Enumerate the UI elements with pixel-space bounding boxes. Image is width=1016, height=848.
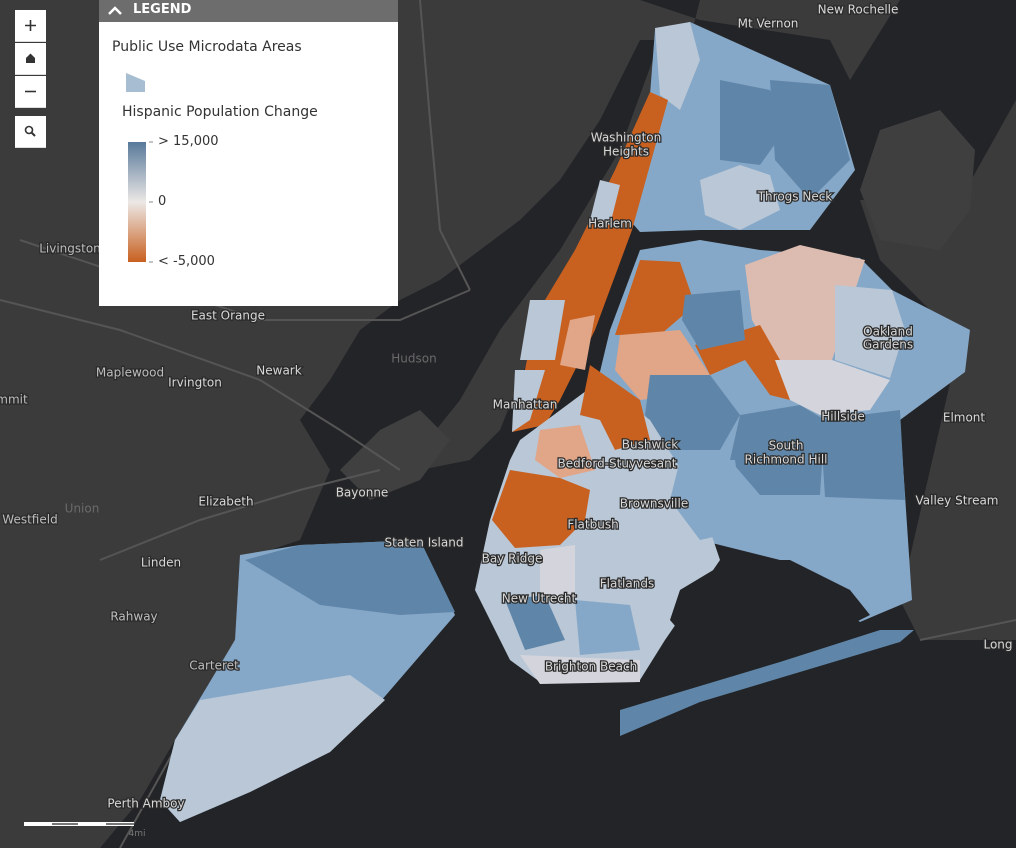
region	[670, 460, 745, 540]
region	[540, 545, 575, 600]
legend: LEGEND Public Use Microdata Areas Hispan…	[99, 0, 398, 306]
map-label: Harlem	[588, 217, 632, 231]
map-label: Oakland	[863, 325, 913, 339]
map-label: Rahway	[110, 610, 157, 624]
region	[655, 22, 700, 110]
map-label: Mt Vernon	[738, 17, 799, 31]
map-label: Bedford-Stuyvesant	[558, 457, 677, 471]
region	[245, 540, 455, 615]
map-label: Perth Amboy	[107, 797, 184, 811]
region	[682, 290, 745, 350]
legend-field: Hispanic Population Change	[122, 104, 318, 120]
legend-stop: > 15,000	[158, 134, 219, 149]
map-label: New Utrecht	[502, 592, 577, 606]
region	[835, 285, 905, 378]
region	[820, 410, 905, 500]
map-label: Manhattan	[493, 398, 558, 412]
map-label: Long	[983, 638, 1012, 652]
region	[520, 655, 640, 684]
region	[775, 360, 890, 415]
water	[670, 560, 870, 660]
map-label: Staten Island	[385, 536, 464, 550]
scale-label: 4mi	[129, 829, 146, 839]
legend-header[interactable]: LEGEND	[99, 0, 398, 22]
map-label: Elmont	[943, 411, 986, 425]
map-label: Valley Stream	[915, 494, 998, 508]
map-label: Maplewood	[96, 366, 164, 380]
map-label: Washington	[591, 131, 662, 145]
legend-stop: 0	[158, 194, 167, 209]
map-label: Union	[65, 502, 100, 516]
zoom-out-button[interactable]	[15, 76, 46, 108]
map-label: Newark	[256, 364, 301, 378]
map-label: Flatbush	[567, 518, 618, 532]
map-label: Irvington	[168, 376, 222, 390]
map-label: Gardens	[863, 338, 913, 352]
region	[645, 375, 740, 450]
map-label: mmit	[0, 393, 28, 407]
map-label: Bayonne	[336, 486, 389, 500]
map-label: South	[769, 439, 804, 453]
home-button[interactable]	[15, 43, 46, 75]
region	[700, 165, 780, 230]
region	[615, 260, 695, 335]
map-label: Linden	[141, 556, 181, 570]
scale-bar: 4mi	[24, 822, 146, 839]
region	[512, 370, 545, 432]
zoom-in-button[interactable]	[15, 10, 46, 42]
map-label: East Orange	[191, 309, 265, 323]
map-label: Elizabeth	[198, 495, 253, 509]
map-label: Hillside	[821, 410, 865, 424]
map-label: New Rochelle	[818, 3, 899, 17]
map-label: Westfield	[2, 513, 57, 527]
region	[492, 470, 590, 548]
map-label: Livingston	[39, 242, 101, 256]
region	[620, 630, 914, 736]
map-label: Bushwick	[622, 438, 678, 452]
region	[720, 80, 785, 165]
map-label: Brownsville	[620, 497, 688, 511]
region	[560, 315, 595, 370]
map-label: Richmond Hill	[745, 453, 828, 467]
water	[300, 40, 660, 540]
land	[340, 410, 450, 500]
map-label: Hudson	[391, 352, 436, 366]
search-button[interactable]	[15, 116, 46, 148]
map-label: Flatlands	[600, 577, 654, 591]
layer-swatch	[126, 73, 145, 92]
map-label: Bay Ridge	[482, 552, 543, 566]
legend-stop: < -5,000	[158, 254, 215, 269]
land	[860, 110, 975, 250]
map-label: Heights	[603, 145, 649, 159]
color-ramp	[128, 141, 153, 263]
region	[590, 180, 620, 225]
legend-layer: Public Use Microdata Areas	[112, 39, 302, 55]
map-label: Carteret	[189, 659, 239, 673]
region	[575, 600, 640, 655]
region	[730, 405, 825, 495]
region	[160, 675, 385, 822]
legend-title: LEGEND	[133, 2, 192, 17]
region	[520, 300, 565, 360]
map-label: Brighton Beach	[545, 660, 637, 674]
region	[505, 595, 565, 650]
region	[580, 365, 650, 450]
region	[770, 80, 850, 200]
map-label: Throgs Neck	[757, 190, 833, 204]
region	[535, 425, 595, 478]
